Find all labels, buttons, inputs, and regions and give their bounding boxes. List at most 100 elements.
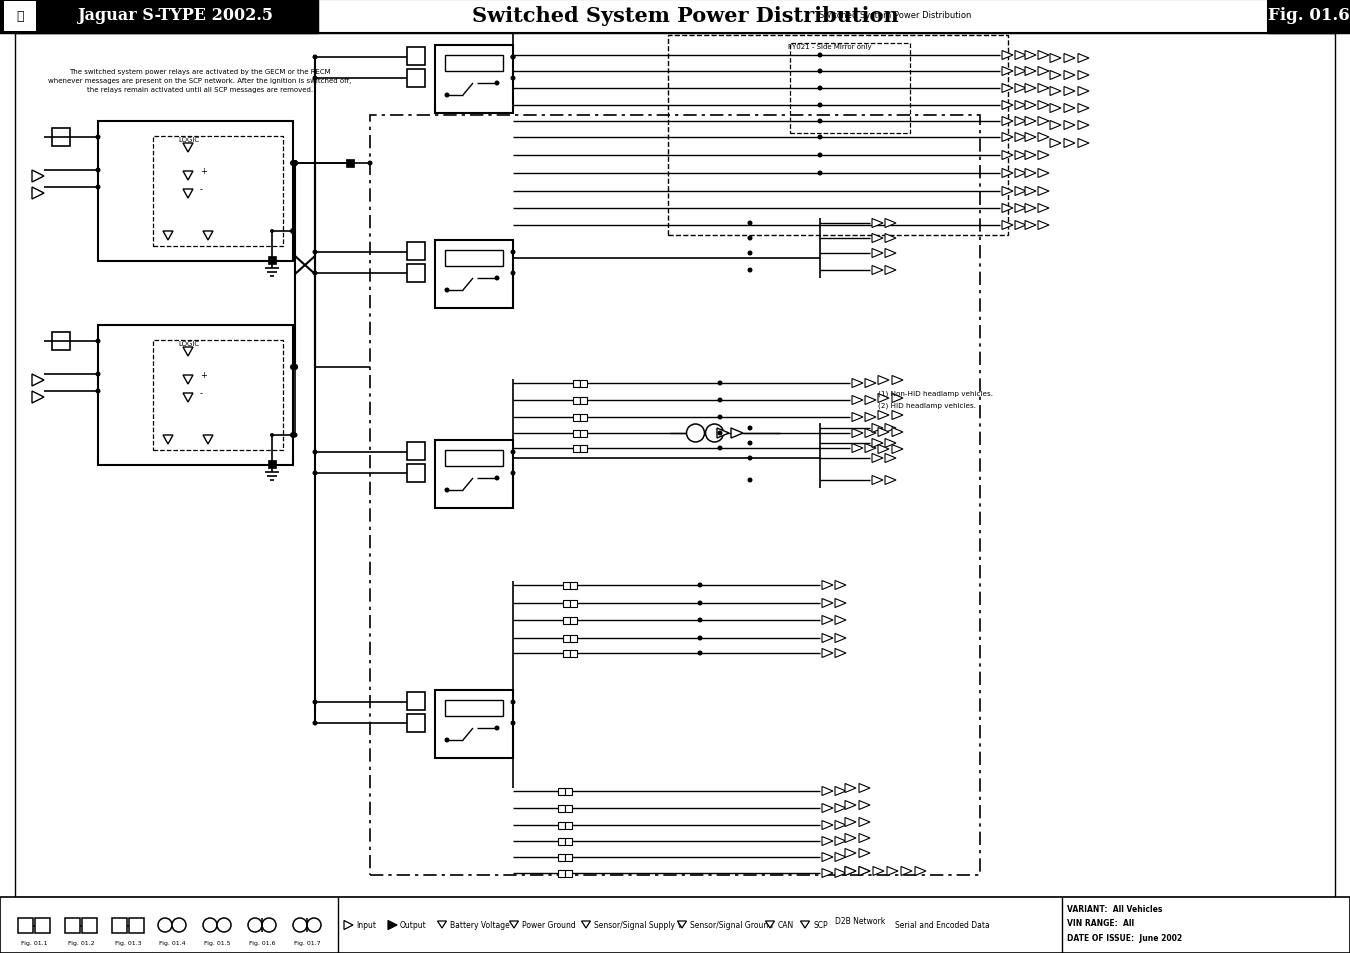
Bar (566, 838, 572, 844)
Bar (99, 326, 293, 465)
Polygon shape (1079, 71, 1089, 80)
Polygon shape (872, 250, 883, 258)
Polygon shape (32, 392, 45, 403)
Circle shape (312, 76, 317, 81)
Polygon shape (822, 581, 833, 590)
Polygon shape (845, 834, 856, 842)
Text: +: + (200, 168, 207, 176)
Text: Switched System Power Distribution: Switched System Power Distribution (819, 11, 971, 20)
Polygon shape (1064, 71, 1075, 80)
Bar (53, 333, 70, 351)
Polygon shape (872, 266, 883, 275)
Polygon shape (892, 445, 903, 454)
Polygon shape (892, 428, 903, 437)
Polygon shape (184, 375, 193, 385)
Bar (580, 380, 587, 387)
Text: (1) Non-HID headlamp vehicles.: (1) Non-HID headlamp vehicles. (878, 391, 994, 396)
Bar (370, 116, 980, 875)
Bar (572, 380, 580, 387)
Polygon shape (836, 821, 846, 830)
Bar (580, 397, 587, 404)
Bar (790, 44, 910, 133)
Circle shape (444, 93, 450, 98)
Text: Jaguar S-TYPE 2002.5: Jaguar S-TYPE 2002.5 (77, 8, 273, 25)
Bar (446, 251, 504, 267)
Polygon shape (1050, 88, 1061, 96)
Bar (563, 617, 570, 624)
Polygon shape (878, 428, 890, 437)
Bar (563, 582, 570, 589)
Circle shape (270, 434, 274, 437)
Circle shape (748, 441, 752, 446)
Text: -: - (200, 185, 202, 194)
Circle shape (290, 161, 296, 167)
Bar (558, 821, 566, 828)
Bar (566, 788, 572, 795)
Bar (0, 0, 1350, 34)
Bar (435, 46, 513, 113)
Bar (570, 617, 576, 624)
Circle shape (312, 471, 317, 476)
Polygon shape (886, 219, 896, 229)
Polygon shape (836, 581, 846, 590)
Polygon shape (184, 348, 193, 356)
Bar (558, 869, 566, 877)
Polygon shape (872, 476, 883, 485)
Polygon shape (822, 803, 833, 813)
Polygon shape (859, 866, 869, 876)
Circle shape (312, 272, 317, 276)
Polygon shape (1079, 105, 1089, 113)
Polygon shape (900, 866, 913, 876)
Circle shape (818, 103, 822, 109)
Bar (558, 854, 566, 861)
Polygon shape (1038, 85, 1049, 93)
Polygon shape (872, 454, 883, 463)
Bar (65, 918, 80, 933)
Polygon shape (1002, 85, 1012, 93)
Polygon shape (836, 868, 846, 878)
Polygon shape (1038, 51, 1049, 60)
Polygon shape (845, 866, 856, 876)
Text: LOGIC: LOGIC (178, 340, 200, 347)
Circle shape (818, 87, 822, 91)
Circle shape (292, 365, 298, 371)
Polygon shape (509, 921, 518, 928)
Text: FY021 - Side Mirror only: FY021 - Side Mirror only (788, 44, 872, 50)
Circle shape (444, 288, 450, 294)
Polygon shape (678, 921, 687, 928)
Polygon shape (836, 634, 846, 643)
Polygon shape (1025, 85, 1035, 93)
Circle shape (292, 365, 298, 371)
Bar (572, 430, 580, 437)
Polygon shape (1025, 170, 1035, 178)
Text: Serial and Encoded Data: Serial and Encoded Data (895, 921, 990, 929)
Circle shape (96, 339, 100, 344)
Polygon shape (1002, 51, 1012, 60)
Bar (566, 854, 572, 861)
Polygon shape (836, 837, 846, 845)
Polygon shape (865, 444, 876, 453)
Polygon shape (845, 783, 856, 793)
Polygon shape (1025, 188, 1035, 196)
Circle shape (698, 618, 702, 623)
Polygon shape (859, 818, 869, 826)
Circle shape (248, 918, 262, 932)
Polygon shape (822, 786, 833, 796)
Polygon shape (822, 598, 833, 608)
Bar (435, 440, 513, 509)
Circle shape (818, 135, 822, 140)
Circle shape (717, 446, 722, 451)
Circle shape (306, 918, 321, 932)
Polygon shape (822, 634, 833, 643)
Circle shape (96, 372, 100, 377)
Circle shape (748, 426, 752, 431)
Text: Sensor/Signal Supply V: Sensor/Signal Supply V (594, 921, 683, 929)
Bar (269, 256, 275, 265)
Polygon shape (872, 234, 883, 243)
Circle shape (748, 252, 752, 256)
Polygon shape (892, 411, 903, 420)
Circle shape (748, 478, 752, 483)
Polygon shape (1002, 188, 1012, 196)
Polygon shape (852, 396, 863, 405)
Polygon shape (1002, 170, 1012, 178)
